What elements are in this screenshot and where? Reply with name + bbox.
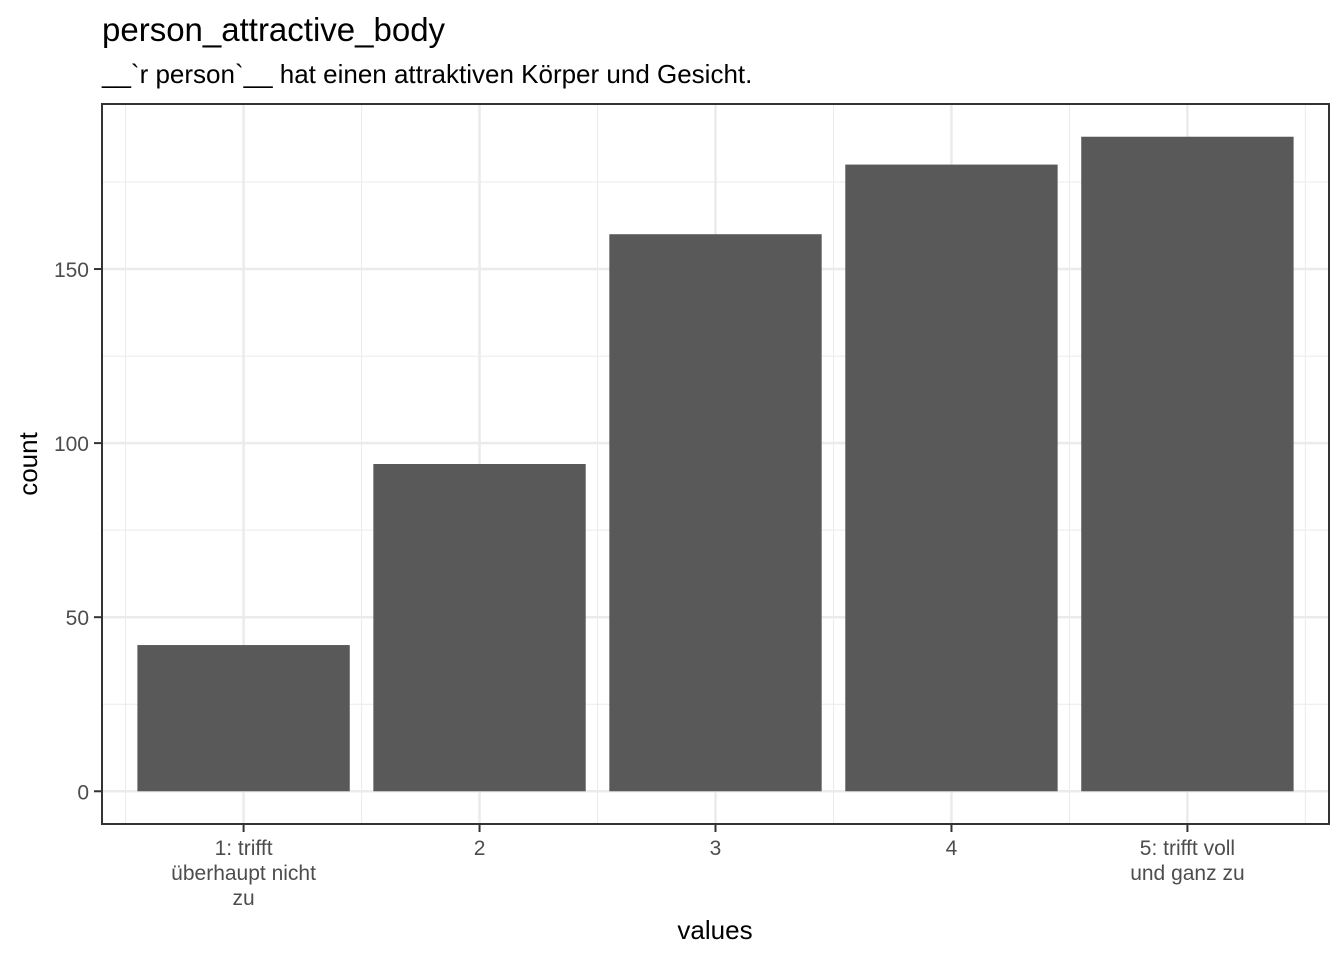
x-tick-label: 2: [474, 837, 486, 860]
bar-1: [137, 645, 350, 792]
chart-title: person_attractive_body: [102, 11, 446, 48]
y-tick-label: 50: [66, 607, 89, 630]
x-tick-label: 5: trifft voll und ganz zu: [1130, 837, 1244, 885]
y-axis-title: count: [13, 431, 43, 495]
chart-subtitle: __`r person`__ hat einen attraktiven Kör…: [101, 59, 752, 89]
bars: [137, 136, 1294, 792]
y-axis: 0 50 100 150: [54, 259, 102, 804]
x-axis: 1: trifft überhaupt nicht zu 2 3 4 5: trifft v…: [171, 824, 1245, 910]
x-tick-label: 4: [946, 837, 958, 860]
bar-2: [373, 464, 586, 792]
x-tick-label: 1: trifft überhaupt nicht zu: [171, 837, 316, 910]
y-tick-label: 100: [54, 433, 89, 456]
x-tick-label: 3: [710, 837, 722, 860]
y-tick-label: 150: [54, 259, 89, 282]
y-tick-label: 0: [77, 781, 89, 804]
bar-4: [845, 164, 1058, 792]
x-axis-title: values: [677, 915, 752, 945]
bar-5: [1081, 136, 1294, 792]
bar-3: [609, 234, 822, 792]
